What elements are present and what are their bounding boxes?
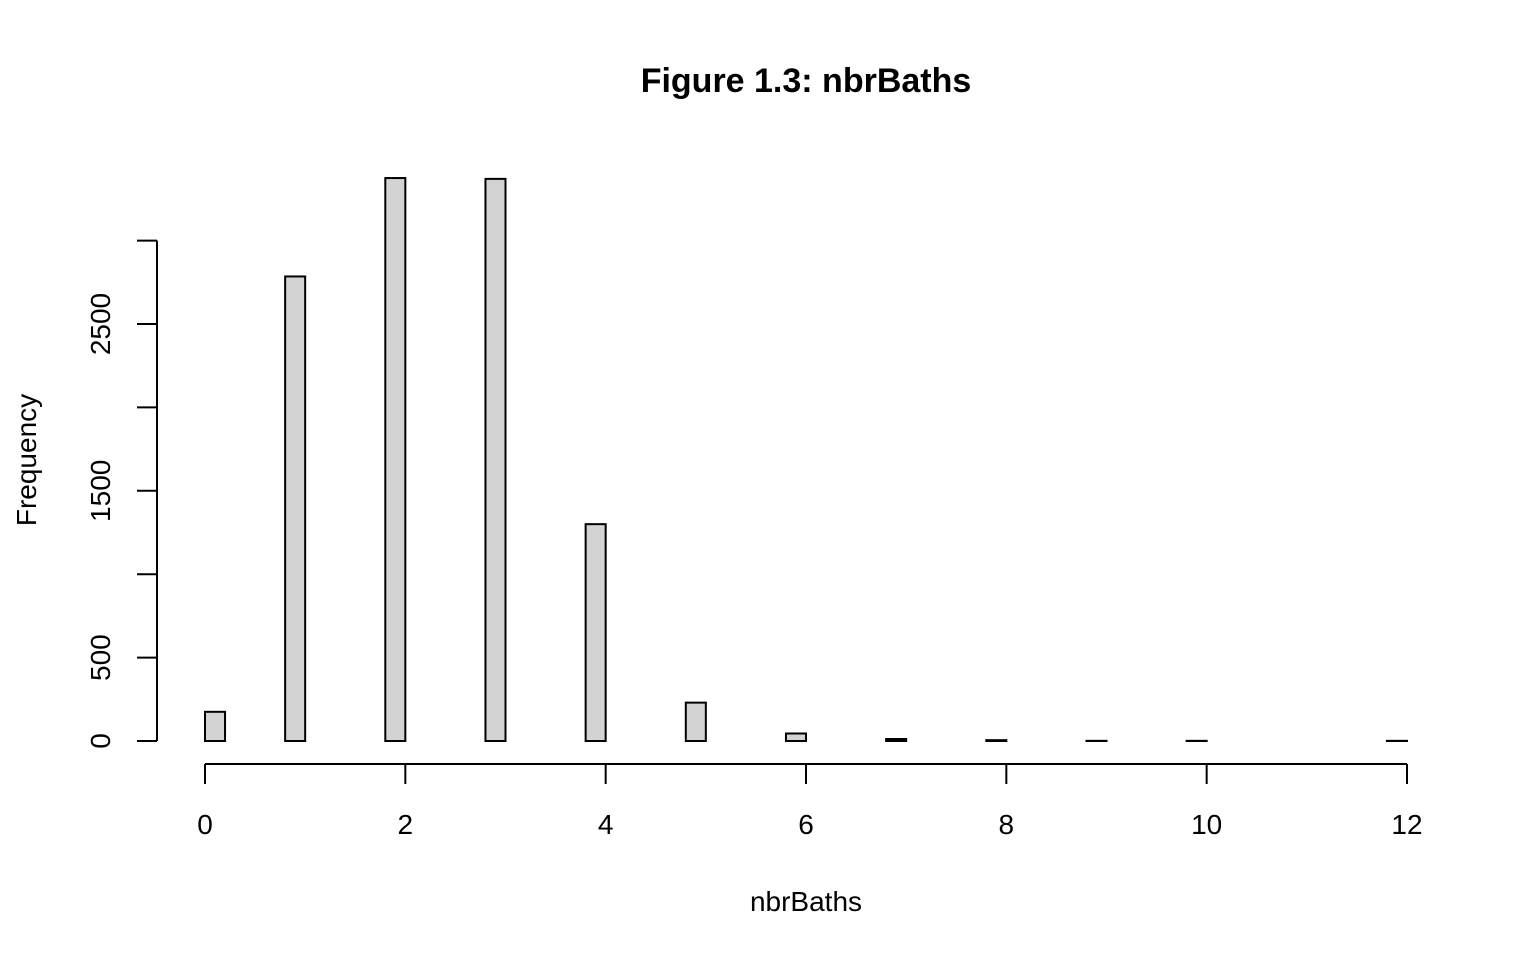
y-tick-label: 0 bbox=[85, 733, 116, 749]
bar-1 bbox=[285, 276, 305, 741]
x-axis: 0 2 4 6 8 10 12 bbox=[197, 764, 1422, 840]
x-tick-label: 6 bbox=[798, 809, 814, 840]
bar-0 bbox=[205, 712, 225, 741]
bar-3 bbox=[485, 179, 505, 741]
x-axis-title: nbrBaths bbox=[750, 886, 862, 917]
x-tick-label: 10 bbox=[1191, 809, 1222, 840]
bar-2 bbox=[385, 178, 405, 741]
bar-7 bbox=[886, 739, 906, 741]
bar-4 bbox=[586, 524, 606, 741]
bar-6 bbox=[786, 733, 806, 741]
x-tick-label: 4 bbox=[598, 809, 614, 840]
y-tick-label: 500 bbox=[85, 634, 116, 681]
y-tick-label: 1500 bbox=[85, 460, 116, 522]
bar-8 bbox=[986, 740, 1006, 741]
bar-5 bbox=[686, 703, 706, 741]
bars-layer bbox=[205, 178, 1407, 741]
x-tick-label: 2 bbox=[398, 809, 414, 840]
chart-title: Figure 1.3: nbrBaths bbox=[641, 62, 972, 100]
y-tick-label: 2500 bbox=[85, 293, 116, 355]
x-tick-label: 0 bbox=[197, 809, 213, 840]
x-tick-label: 12 bbox=[1391, 809, 1422, 840]
y-axis-title: Frequency bbox=[11, 394, 42, 526]
y-axis: 0 500 1500 2500 bbox=[85, 241, 157, 749]
x-tick-label: 8 bbox=[999, 809, 1015, 840]
